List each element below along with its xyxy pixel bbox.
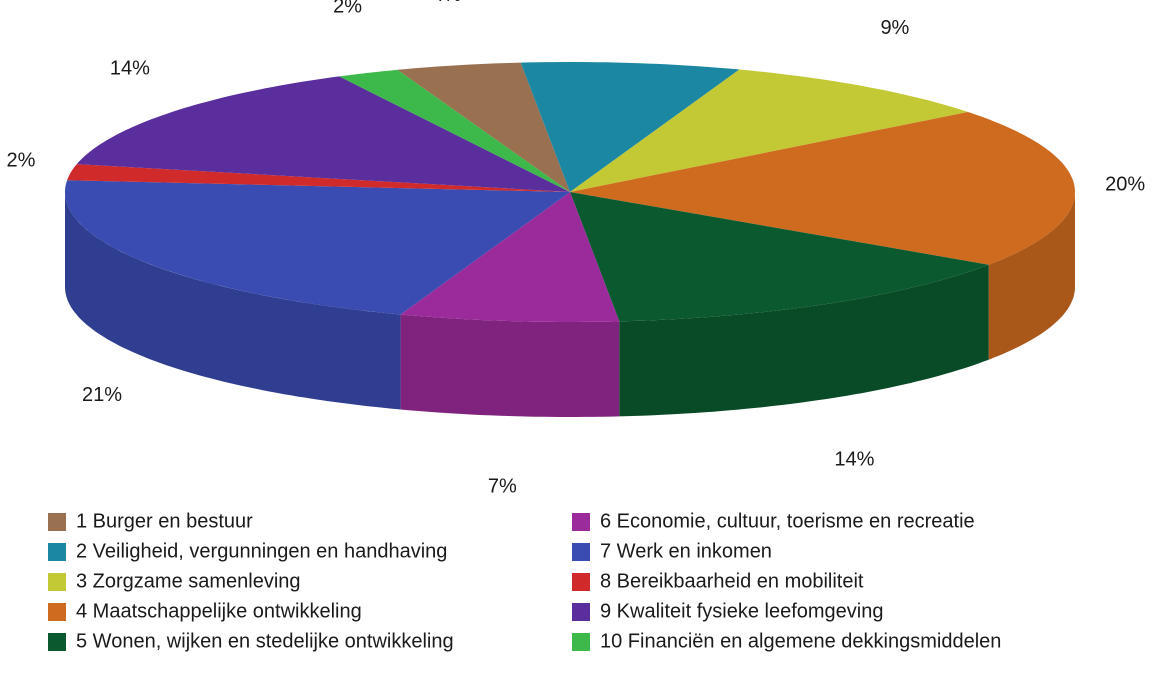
value-label: 9% (880, 17, 909, 39)
legend-label: 1 Burger en bestuur (76, 510, 253, 532)
legend-label: 4 Maatschappelijke ontwikkeling (76, 600, 362, 622)
legend-swatch (572, 513, 590, 531)
slice-side (400, 314, 620, 417)
slice (67, 164, 570, 192)
slice (397, 62, 570, 192)
slice-side (619, 264, 989, 417)
legend-label: 10 Financiën en algemene dekkingsmiddele… (600, 630, 1001, 652)
value-label: 14% (110, 57, 150, 79)
value-label: 20% (1105, 173, 1145, 195)
legend-swatch (48, 603, 66, 621)
slice (339, 69, 570, 192)
value-label: 14% (834, 448, 874, 470)
value-label: 2% (333, 0, 362, 18)
legend-swatch (572, 603, 590, 621)
slice (570, 69, 968, 192)
legend-label: 3 Zorgzame samenleving (76, 570, 301, 592)
value-label: 2% (7, 149, 36, 171)
value-label: 7% (623, 0, 652, 2)
slice (570, 112, 1075, 265)
slice (65, 180, 570, 315)
legend-swatch (572, 573, 590, 591)
legend-label: 8 Bereikbaarheid en mobiliteit (600, 570, 864, 592)
slice (520, 62, 740, 192)
slice-side (988, 192, 1075, 360)
legend-swatch (48, 573, 66, 591)
legend-label: 6 Economie, cultuur, toerisme en recreat… (600, 510, 975, 532)
slice (76, 76, 571, 192)
legend-label: 9 Kwaliteit fysieke leefomgeving (600, 600, 883, 622)
value-label: 4% (432, 0, 461, 6)
value-label: 7% (488, 475, 517, 497)
legend-label: 2 Veiligheid, vergunningen en handhaving (76, 540, 447, 562)
value-label: 21% (82, 384, 122, 406)
legend-swatch (572, 633, 590, 651)
legend-swatch (48, 543, 66, 561)
legend-swatch (48, 513, 66, 531)
legend-swatch (48, 633, 66, 651)
legend-swatch (572, 543, 590, 561)
legend-label: 5 Wonen, wijken en stedelijke ontwikkeli… (76, 630, 454, 652)
slice (400, 192, 620, 322)
legend-label: 7 Werk en inkomen (600, 540, 772, 562)
slice (570, 192, 989, 322)
slice-side (65, 192, 401, 410)
